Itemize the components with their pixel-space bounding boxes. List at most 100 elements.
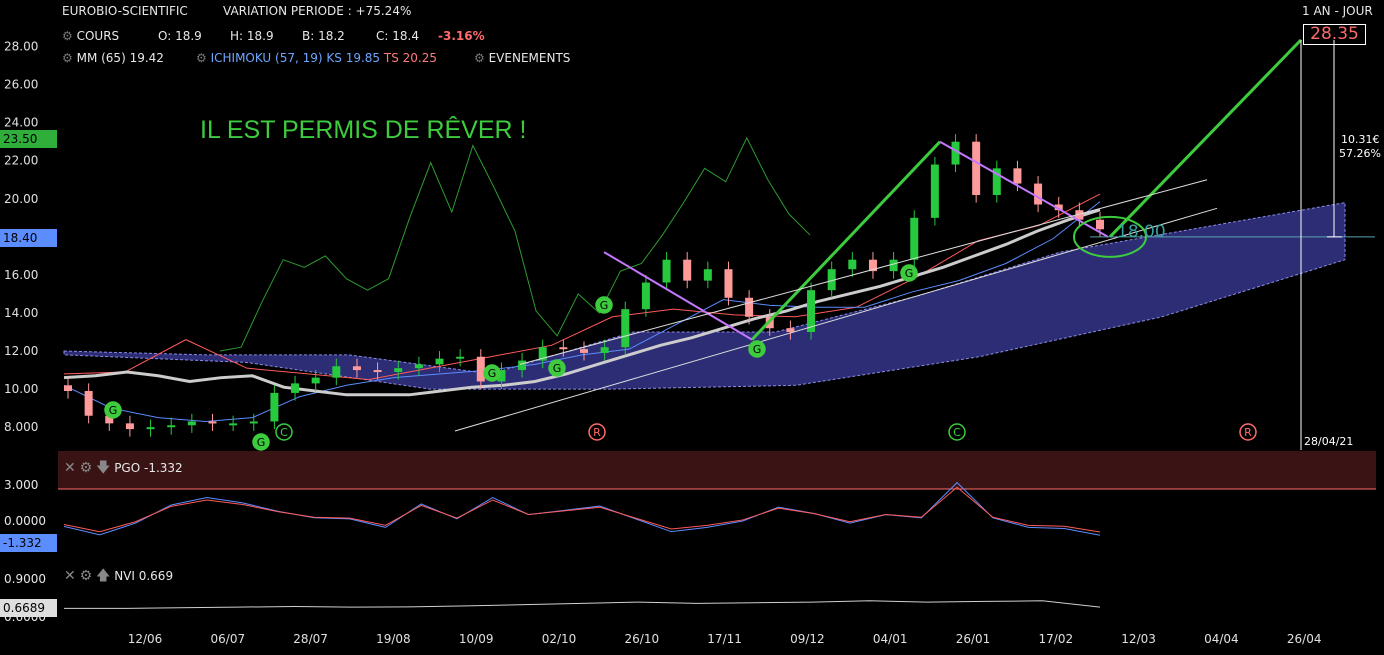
candle-body (703, 269, 712, 281)
event-marker-letter: C (280, 426, 288, 439)
event-marker: G (252, 433, 270, 451)
support-trend-line (454, 207, 1218, 432)
event-marker: G (548, 359, 566, 377)
candle-body (187, 421, 196, 426)
pgo-down-arrow-icon[interactable]: 🡇 (95, 460, 111, 476)
event-marker-circle (948, 423, 966, 441)
candle-body (848, 259, 857, 270)
event-marker-letter: R (1244, 426, 1252, 439)
event-marker-letter: G (257, 436, 266, 449)
candle-body (352, 366, 361, 371)
candle-body (146, 427, 155, 430)
x-tick-label: 19/08 (376, 632, 411, 646)
candle-body (807, 290, 816, 333)
nvi-close-icon[interactable]: ✕ (64, 568, 76, 584)
event-marker: G (595, 296, 613, 314)
pgo-signal-line (63, 486, 1101, 533)
x-tick-label: 17/11 (707, 632, 742, 646)
x-tick-label: 26/01 (956, 632, 991, 646)
candle-body (600, 347, 609, 353)
candle-body (621, 309, 630, 348)
gain-abs-label: 10.31€ (1341, 133, 1380, 146)
event-marker-circle (483, 364, 501, 382)
variation-label: VARIATION PERIODE : +75.24% (223, 4, 412, 18)
event-marker-letter: R (593, 426, 601, 439)
event-marker: R (1239, 423, 1257, 441)
event-marker-circle (275, 423, 293, 441)
candle-body (580, 349, 588, 353)
candle-body (889, 259, 898, 272)
event-marker: G (483, 364, 501, 382)
y-tick-label: 24.00 (4, 116, 38, 130)
pgo-tick-1: 0.0000 (4, 514, 46, 528)
ks-label: KS 19.85 (326, 51, 381, 65)
candle-body (745, 297, 754, 317)
pgo-close-icon[interactable]: ✕ (64, 460, 76, 476)
candle-body (868, 259, 877, 272)
y-tick-label: 20.00 (4, 192, 38, 206)
nvi-gear-icon[interactable]: ⚙ (79, 568, 93, 584)
candle-body (456, 356, 465, 359)
last-price-tag: 18.40 (0, 229, 57, 247)
x-tick-label: 17/02 (1039, 632, 1074, 646)
price-tag-green: 23.50 (0, 130, 57, 148)
ichimoku-cloud (63, 202, 1346, 390)
candle-body (414, 364, 423, 369)
nvi-line (64, 600, 1101, 609)
ichimoku-gear-icon[interactable]: ⚙ (196, 51, 207, 65)
candle-body (1013, 168, 1022, 184)
candle-body (662, 259, 671, 283)
candle-body (786, 328, 795, 333)
event-marker-circle (104, 401, 122, 419)
x-tick-label: 09/12 (790, 632, 825, 646)
x-tick-label: 12/06 (128, 632, 163, 646)
event-marker: C (275, 423, 293, 441)
events-gear-icon[interactable]: ⚙ (474, 51, 485, 65)
candle-body (1096, 219, 1104, 230)
gain-pct-label: 57.26% (1339, 147, 1381, 160)
candle-body (435, 358, 444, 365)
pgo-gear-icon[interactable]: ⚙ (79, 460, 93, 476)
ts-label: TS 20.25 (383, 51, 437, 65)
channel-trend-line (519, 179, 1208, 365)
chikou-span-line (219, 136, 811, 352)
settings-gear-icon[interactable]: ⚙ (62, 29, 73, 43)
y-tick-label: 16.00 (4, 268, 38, 282)
event-marker-letter: G (905, 267, 914, 280)
candle-body (724, 269, 733, 298)
ticker-label: EUROBIO-SCIENTIFIC (62, 4, 188, 18)
y-tick-label: 10.00 (4, 382, 38, 396)
x-tick-label: 06/07 (211, 632, 246, 646)
x-tick-label: 02/10 (542, 632, 577, 646)
ma-gear-icon[interactable]: ⚙ (62, 51, 73, 65)
event-marker-letter: G (488, 367, 497, 380)
candle-body (951, 141, 960, 165)
pgo-tick-0: 3.000 (4, 478, 39, 492)
x-tick-label: 12/03 (1121, 632, 1156, 646)
correction-trend-line (603, 251, 753, 341)
ma-label: MM (65) 19.42 (76, 51, 164, 65)
nvi-label: NVI 0.669 (114, 569, 174, 583)
period-selector[interactable]: 1 AN - JOUR (1302, 4, 1373, 18)
y-tick-label: 22.00 (4, 154, 38, 168)
candle-body (476, 356, 485, 382)
candle-body (1034, 183, 1043, 205)
event-marker: G (900, 264, 918, 282)
y-tick-label: 8.000 (4, 420, 38, 434)
x-tick-label: 26/04 (1287, 632, 1322, 646)
cours-label: COURS (76, 29, 120, 43)
event-marker-letter: G (553, 362, 562, 375)
candle-body (827, 269, 836, 291)
candle-body (373, 370, 382, 373)
ichimoku-label: ICHIMOKU (57, 19) (210, 51, 323, 65)
high-value: H: 18.9 (230, 29, 274, 43)
close-value: C: 18.4 (376, 29, 419, 43)
candle-body (167, 425, 176, 428)
y-tick-label: 12.00 (4, 344, 38, 358)
nvi-up-arrow-icon[interactable]: 🡅 (95, 568, 111, 584)
pgo-overbought-zone (58, 451, 1376, 489)
event-marker-letter: G (600, 299, 609, 312)
candle-body (559, 347, 568, 350)
